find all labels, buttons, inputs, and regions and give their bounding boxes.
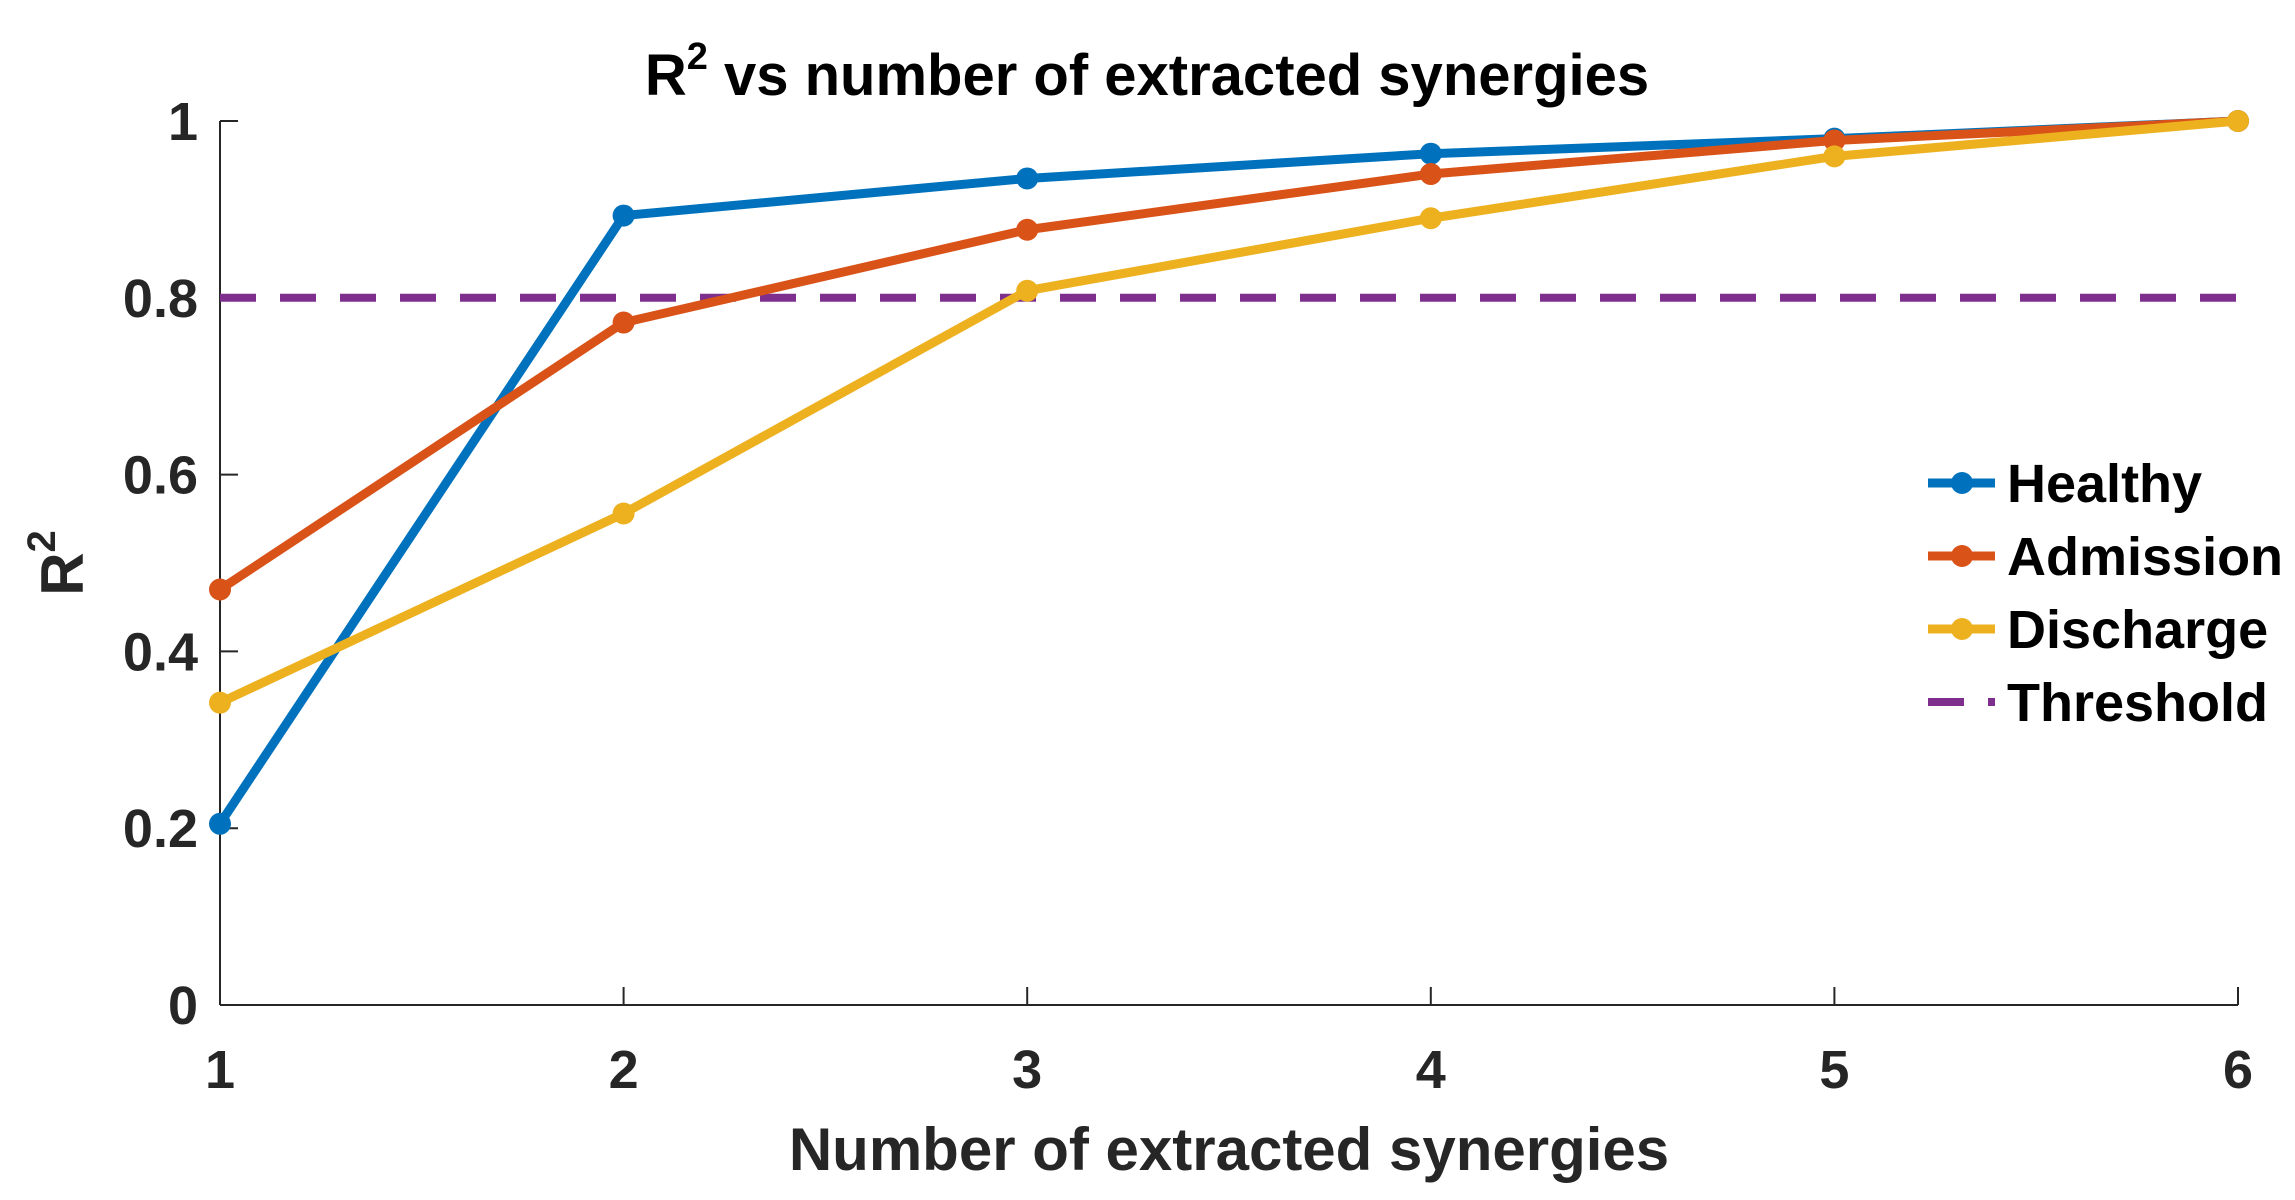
legend-label-healthy: Healthy <box>2007 454 2202 514</box>
y-ticks: 0 0.2 0.4 0.6 0.8 1 <box>123 92 238 1036</box>
plot-area <box>220 121 2238 1005</box>
legend-marker-discharge <box>1951 618 1973 640</box>
data-point-admission <box>1419 163 1442 186</box>
series-discharge <box>209 110 2249 714</box>
data-point-discharge <box>1016 279 1039 302</box>
legend-marker-admission <box>1951 545 1973 567</box>
series-line-admission <box>217 116 2239 594</box>
series-line-discharge <box>218 116 2239 707</box>
y-axis-label-main: R <box>29 552 96 595</box>
legend-label-threshold: Threshold <box>2007 673 2268 733</box>
data-point-discharge <box>209 691 231 714</box>
data-point-healthy <box>612 204 635 227</box>
x-tick-label: 1 <box>205 1040 235 1100</box>
x-tick-label: 2 <box>609 1040 639 1100</box>
data-point-discharge <box>1823 145 1846 168</box>
y-axis-label: R2 <box>20 530 96 596</box>
legend-item-healthy: Healthy <box>1928 454 2202 514</box>
data-point-admission <box>1016 218 1039 241</box>
legend-label-admission: Admission <box>2007 527 2283 587</box>
legend-item-admission: Admission <box>1928 527 2283 587</box>
data-point-admission <box>209 578 231 601</box>
data-point-admission <box>1823 129 1846 152</box>
data-point-discharge <box>2227 110 2249 132</box>
chart-title-superscript: 2 <box>687 36 708 78</box>
y-tick-label: 0 <box>168 976 198 1036</box>
chart-title-rest: vs number of extracted synergies <box>708 43 1649 108</box>
data-point-healthy <box>1016 167 1039 190</box>
x-tick-label: 4 <box>1416 1040 1446 1100</box>
x-tick-label: 6 <box>2223 1040 2253 1100</box>
data-point-admission <box>612 311 635 334</box>
legend-label-discharge: Discharge <box>2007 600 2268 660</box>
data-point-discharge <box>612 502 635 525</box>
data-point-healthy <box>209 812 231 835</box>
x-ticks: 1 2 3 4 5 6 <box>205 987 2253 1100</box>
x-tick-label: 3 <box>1012 1040 1042 1100</box>
chart-title: R2 vs number of extracted synergies <box>645 36 1649 108</box>
data-point-healthy <box>1419 142 1442 165</box>
y-tick-label: 1 <box>168 92 198 152</box>
legend-item-threshold: Threshold <box>1928 673 2268 733</box>
legend-item-discharge: Discharge <box>1928 600 2268 660</box>
x-tick-label: 5 <box>1819 1040 1849 1100</box>
chart-title-main: R <box>645 43 687 108</box>
y-tick-label: 0.6 <box>123 446 198 506</box>
y-tick-label: 0.8 <box>123 269 198 329</box>
y-tick-label: 0.2 <box>123 799 198 859</box>
series-layer <box>209 110 2249 835</box>
data-point-discharge <box>1419 207 1442 230</box>
y-axis-label-superscript: 2 <box>20 530 64 552</box>
legend-marker-healthy <box>1951 472 1973 494</box>
legend: Healthy Admission Discharge Threshold <box>1928 454 2283 733</box>
x-axis-label: Number of extracted synergies <box>789 1116 1669 1183</box>
y-tick-label: 0.4 <box>123 622 198 682</box>
